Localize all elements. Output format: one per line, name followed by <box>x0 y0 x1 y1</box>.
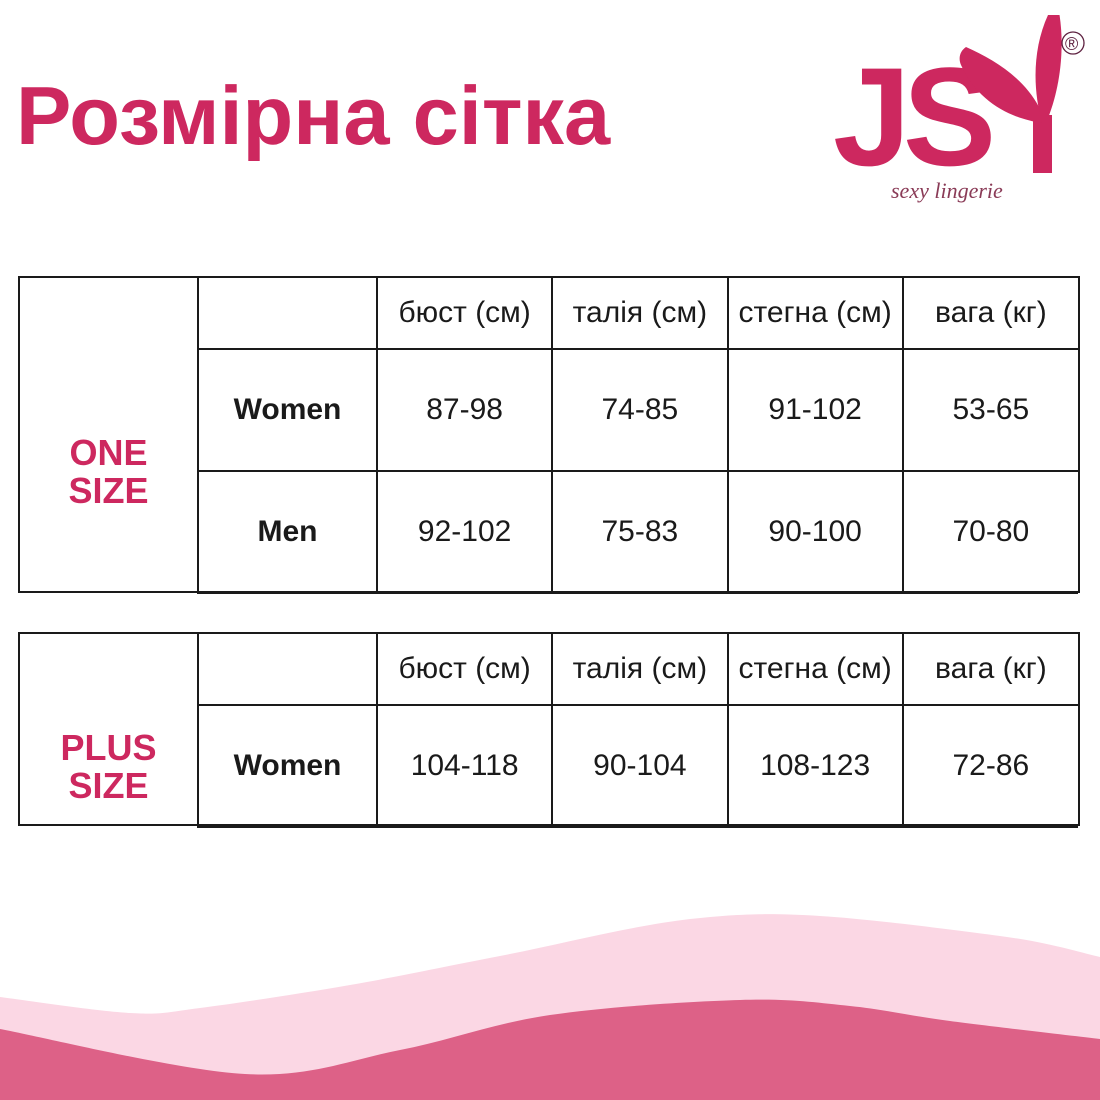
svg-text:sexy lingerie: sexy lingerie <box>891 178 1003 203</box>
svg-text:®: ® <box>1065 34 1078 54</box>
